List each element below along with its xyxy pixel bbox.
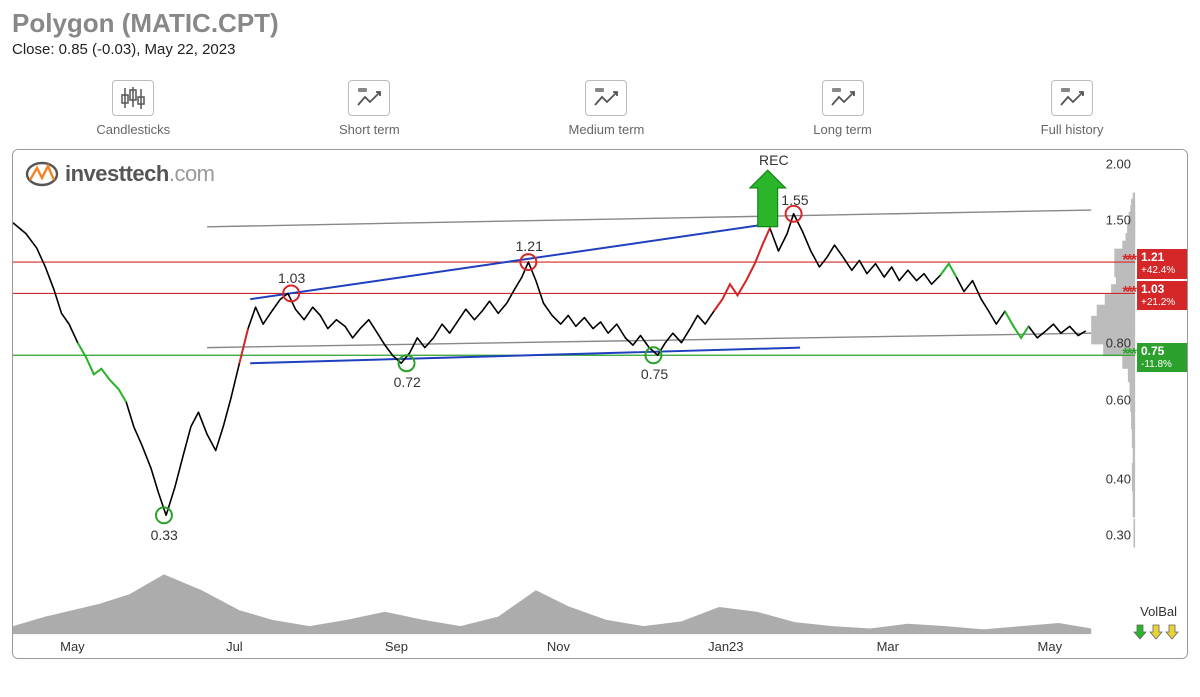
toolbar: Candlesticks Short term Medium term Long te… — [12, 80, 1188, 137]
y-tick: 0.30 — [1106, 528, 1131, 543]
tool-btn-label: Long term — [813, 122, 872, 137]
candlesticks-icon — [112, 80, 154, 116]
logo-icon — [25, 160, 59, 188]
price-tag: 1.03+21.2% — [1137, 281, 1187, 310]
price-tag: 0.75-11.8% — [1137, 343, 1187, 372]
pivot-label: 0.72 — [394, 374, 421, 390]
x-tick: Mar — [877, 639, 899, 654]
pivot-label: 0.33 — [151, 527, 178, 543]
volbal-label: VolBal — [1140, 604, 1177, 619]
price-chart — [13, 150, 1187, 658]
zigzag-icon — [1051, 80, 1093, 116]
page-title: Polygon (MATIC.CPT) — [12, 8, 1188, 39]
price-tag: 1.21+42.4% — [1137, 249, 1187, 278]
chart-container: investtech.com 0.300.400.600.801.502.00M… — [12, 149, 1188, 659]
close-line: Close: 0.85 (-0.03), May 22, 2023 — [12, 41, 1188, 58]
y-tick: 0.60 — [1106, 392, 1131, 407]
tool-btn-long-term[interactable]: Long term — [813, 80, 872, 137]
y-tick: 2.00 — [1106, 157, 1131, 172]
x-tick: Jul — [226, 639, 243, 654]
pivot-label: 0.75 — [641, 366, 668, 382]
tool-btn-full-history[interactable]: Full history — [1041, 80, 1104, 137]
x-tick: Jan23 — [708, 639, 743, 654]
pivot-label: 1.21 — [516, 238, 543, 254]
tool-btn-medium-term[interactable]: Medium term — [569, 80, 645, 137]
arrow-down-icon — [1149, 624, 1163, 640]
x-tick: Nov — [547, 639, 570, 654]
header: Polygon (MATIC.CPT) Close: 0.85 (-0.03),… — [12, 8, 1188, 58]
arrow-down-icon — [1133, 624, 1147, 640]
price-tag-stars: *** — [1122, 284, 1135, 302]
pivot-label: 1.03 — [278, 270, 305, 286]
tool-btn-label: Full history — [1041, 122, 1104, 137]
price-tag-stars: *** — [1122, 346, 1135, 364]
volbal-arrows — [1133, 624, 1179, 640]
arrow-down-icon — [1165, 624, 1179, 640]
tool-btn-candlesticks[interactable]: Candlesticks — [96, 80, 170, 137]
y-tick: 0.40 — [1106, 472, 1131, 487]
x-tick: May — [60, 639, 85, 654]
rec-label: REC — [759, 152, 789, 168]
x-tick: Sep — [385, 639, 408, 654]
y-tick: 1.50 — [1106, 213, 1131, 228]
zigzag-icon — [585, 80, 627, 116]
zigzag-icon — [822, 80, 864, 116]
tool-btn-label: Short term — [339, 122, 400, 137]
tool-btn-short-term[interactable]: Short term — [339, 80, 400, 137]
brand-logo: investtech.com — [25, 160, 215, 188]
x-tick: May — [1038, 639, 1063, 654]
zigzag-icon — [348, 80, 390, 116]
pivot-label: 1.55 — [781, 192, 808, 208]
tool-btn-label: Medium term — [569, 122, 645, 137]
tool-btn-label: Candlesticks — [96, 122, 170, 137]
price-tag-stars: *** — [1122, 252, 1135, 270]
